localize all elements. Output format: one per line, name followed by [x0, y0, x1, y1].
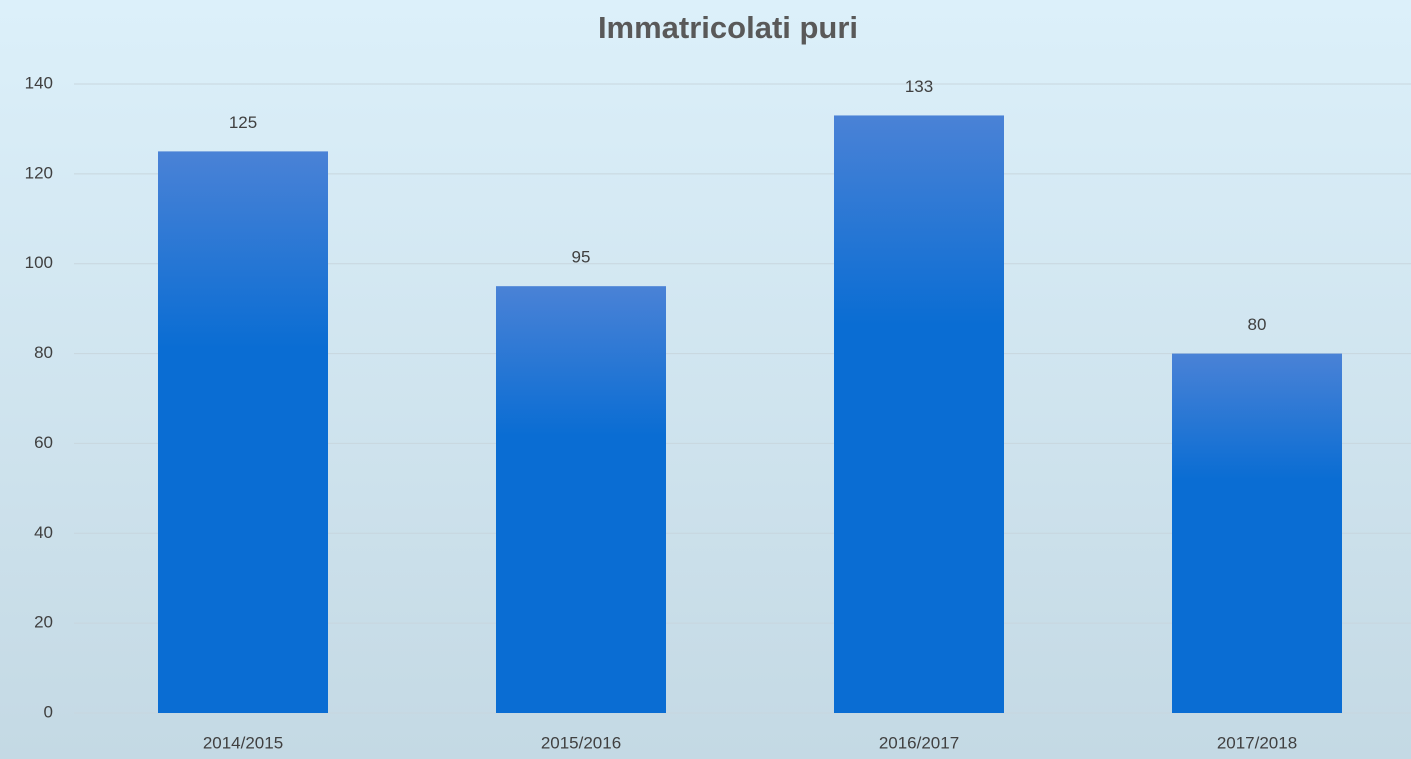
data-label: 133: [905, 77, 933, 96]
data-label: 95: [572, 248, 591, 267]
data-label: 80: [1248, 315, 1267, 334]
y-tick-label: 120: [25, 163, 53, 182]
y-tick-label: 100: [25, 253, 53, 272]
bar: [834, 115, 1004, 713]
chart-title: Immatricolati puri: [598, 10, 858, 45]
x-tick-label: 2015/2016: [541, 733, 621, 752]
y-tick-label: 20: [34, 613, 53, 632]
y-tick-label: 140: [25, 73, 53, 92]
bar: [1172, 353, 1342, 713]
data-label: 125: [229, 113, 257, 132]
x-tick-label: 2014/2015: [203, 733, 283, 752]
y-tick-label: 0: [44, 702, 53, 721]
y-tick-label: 80: [34, 343, 53, 362]
y-tick-label: 40: [34, 523, 53, 542]
y-tick-label: 60: [34, 433, 53, 452]
bar: [158, 151, 328, 714]
x-tick-label: 2017/2018: [1217, 733, 1297, 752]
bar: [496, 286, 666, 713]
x-tick-label: 2016/2017: [879, 733, 959, 752]
